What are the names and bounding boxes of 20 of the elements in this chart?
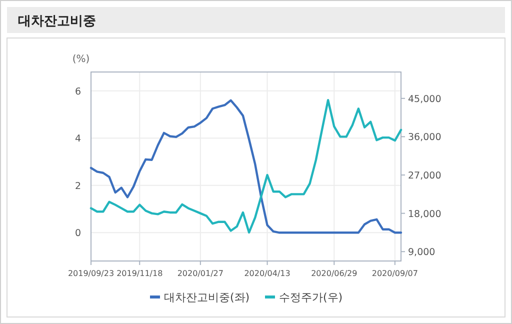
y-tick-label: 2: [74, 180, 81, 192]
x-tick-label: 2019/11/18: [116, 269, 163, 278]
x-tick-label: 2020/06/29: [311, 269, 358, 278]
legend-label: 수정주가(우): [279, 291, 343, 304]
y-tick-label: 4: [74, 134, 81, 145]
x-tick-label: 2020/01/27: [177, 269, 224, 278]
y2-tick-label: 18,000: [408, 208, 442, 220]
y2-tick-label: 45,000: [408, 94, 442, 105]
y2-tick-label: 36,000: [408, 132, 442, 144]
x-tick-label: 2019/09/23: [68, 269, 114, 278]
y-tick-label: 6: [74, 86, 81, 98]
y2-tick-label: 9,000: [408, 247, 436, 258]
y-axis-title: (%): [72, 54, 90, 65]
x-tick-label: 2020/04/13: [244, 269, 290, 278]
legend-label: 대차잔고비중(좌): [164, 291, 250, 304]
y-tick-label: 0: [74, 228, 81, 240]
x-tick-label: 2020/09/07: [372, 269, 418, 278]
y2-tick-label: 27,000: [408, 170, 442, 182]
line-series: [90, 99, 402, 234]
chart-title: 대차잔고비중: [18, 14, 96, 29]
